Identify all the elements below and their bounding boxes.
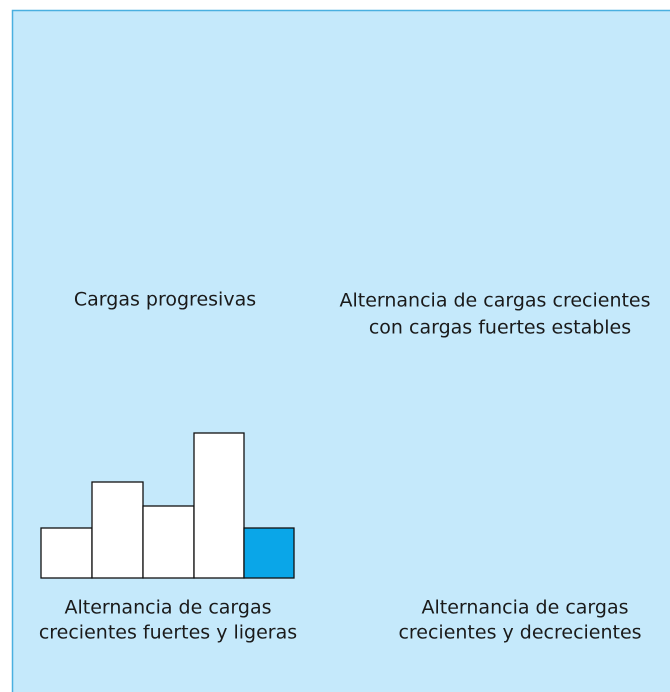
bar — [193, 432, 245, 579]
bar-group — [40, 432, 295, 579]
panel-background — [11, 9, 670, 692]
panel-caption: Alternancia de cargas — [65, 597, 272, 619]
bar — [142, 505, 195, 579]
bar-highlight — [243, 527, 295, 579]
panel-caption: crecientes y decrecientes — [398, 622, 641, 644]
panel-caption: Alternancia de cargas crecientes — [339, 290, 650, 312]
panel-caption: Cargas progresivas — [74, 289, 256, 311]
bar — [40, 527, 93, 579]
bar — [91, 481, 144, 579]
panel-caption: crecientes fuertes y ligeras — [39, 622, 297, 644]
panel-caption: con cargas fuertes estables — [369, 317, 631, 339]
panel-caption: Alternancia de cargas — [422, 597, 629, 619]
